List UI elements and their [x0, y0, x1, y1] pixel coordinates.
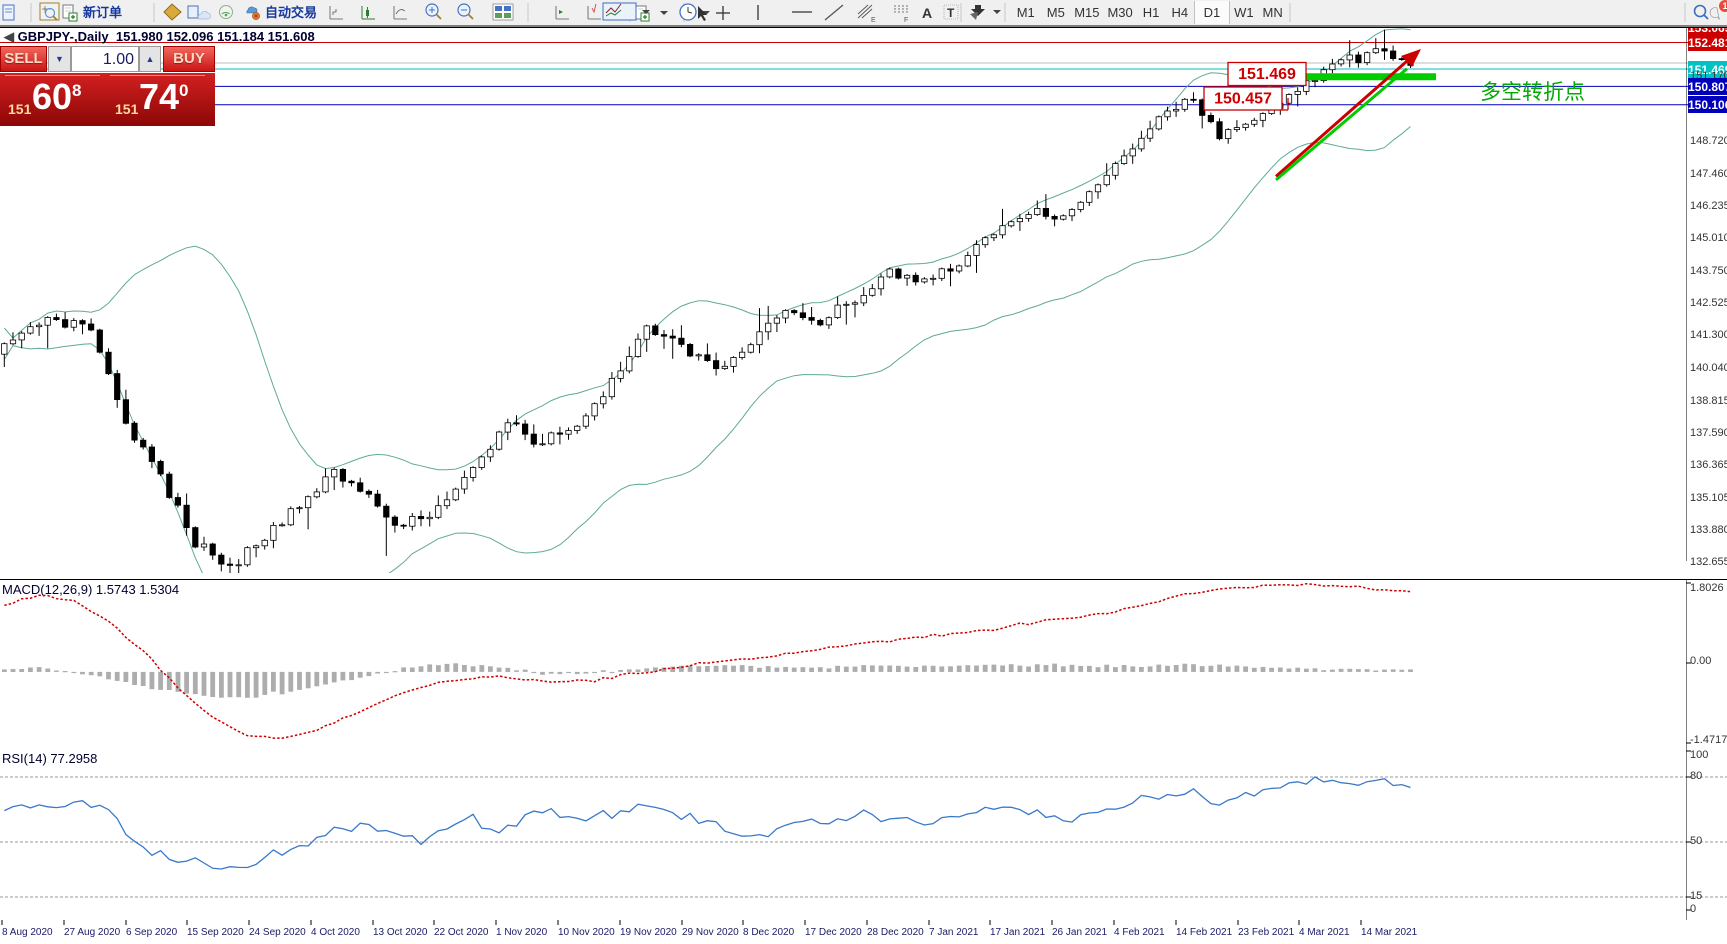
svg-text:A: A: [922, 5, 932, 21]
svg-text:150.457: 150.457: [1214, 91, 1272, 108]
svg-text:多空转折点: 多空转折点: [1480, 81, 1585, 104]
svg-text:T: T: [947, 6, 955, 20]
svg-text:F: F: [904, 17, 908, 24]
svg-text:新订单: 新订单: [83, 5, 122, 20]
svg-text:151.469: 151.469: [1238, 66, 1296, 83]
svg-text:自动交易: 自动交易: [265, 5, 317, 20]
svg-text:E: E: [871, 17, 876, 24]
svg-text:1: 1: [1722, 1, 1727, 11]
